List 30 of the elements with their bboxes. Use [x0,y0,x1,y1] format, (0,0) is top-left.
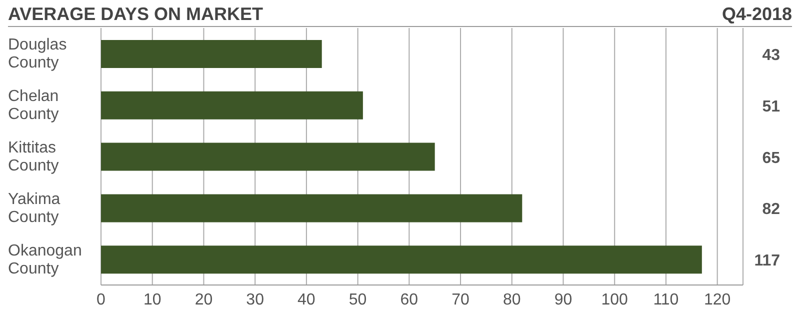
bar [101,142,435,171]
bar [101,91,363,120]
y-tick-label: Douglas County [8,36,67,72]
x-tick-label: 80 [502,291,521,308]
x-tick-label: 20 [194,291,213,308]
x-tick-label: 110 [653,291,679,308]
data-label: 117 [754,252,780,270]
chart-subtitle: Q4-2018 [722,4,792,24]
data-label: 43 [762,47,780,64]
y-tick-label: Chelan County [8,88,59,124]
y-tick-label: Kittitas County [8,140,59,174]
data-label: 51 [762,98,780,116]
x-tick-label: 50 [348,291,367,308]
data-label: 65 [762,150,780,167]
x-tick-label: 40 [298,291,316,308]
y-tick-label: Yakima County [8,190,60,226]
x-tick-label: 120 [704,291,731,308]
x-tick-label: 90 [554,291,572,308]
bar [101,194,522,222]
x-tick-label: 60 [400,291,418,308]
data-label: 82 [762,201,780,218]
x-tick-label: 30 [246,291,264,308]
x-tick-label: 0 [96,291,106,308]
y-tick-label: Okanogan County [8,242,82,278]
x-tick-label: 100 [601,291,628,308]
chart-title: AVERAGE DAYS ON MARKET [8,4,264,24]
bar [101,40,322,68]
bar [101,246,702,274]
x-tick-label: 10 [143,291,162,308]
x-tick-label: 70 [452,291,470,308]
